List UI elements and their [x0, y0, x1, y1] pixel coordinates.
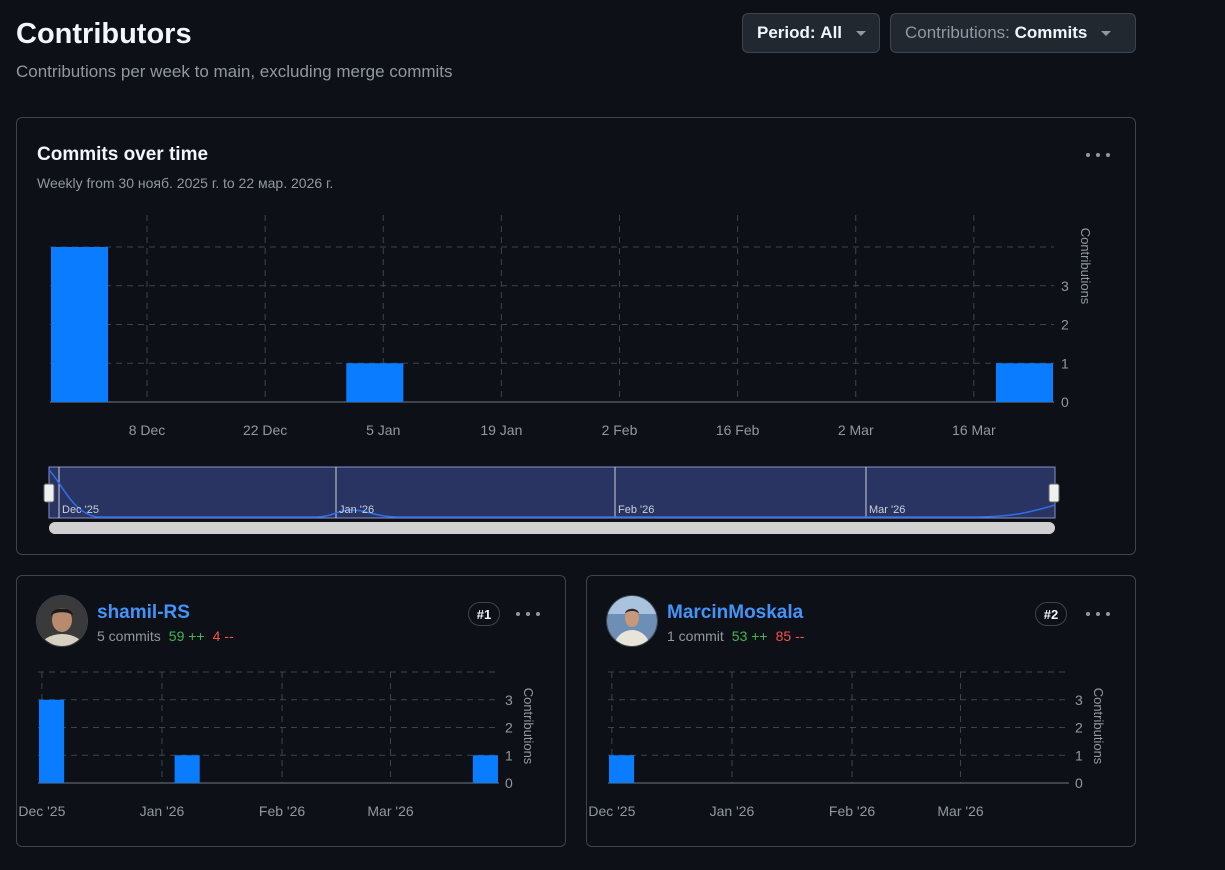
bar: [995, 363, 1053, 402]
bar: [39, 699, 65, 783]
x-tick-label: Mar '26: [937, 803, 983, 819]
y-tick-label: 0: [505, 775, 513, 791]
deletions-count: 4 --: [212, 628, 234, 644]
navigator-label: Dec '25: [62, 504, 99, 516]
bar: [609, 755, 635, 783]
y-tick-label: 1: [1075, 747, 1083, 763]
navigator-range[interactable]: [48, 466, 1056, 519]
main-chart-svg: Contributions Dec '25 Jan '26 Feb '26 Ma…: [43, 215, 1093, 534]
chevron-down-icon: [856, 30, 867, 36]
range-navigator[interactable]: Dec '25 Jan '26 Feb '26 Mar '26: [43, 466, 1060, 534]
page-title: Contributors: [16, 18, 192, 50]
additions-count: 53 ++: [731, 628, 768, 644]
commits-over-time-card: Commits over time Weekly from 30 нояб. 2…: [16, 117, 1136, 555]
y-tick-label: 2: [1075, 720, 1083, 736]
more-options-icon[interactable]: [1086, 604, 1110, 624]
page-subtitle: Contributions per week to main, excludin…: [16, 62, 453, 81]
x-tick-label: 16 Feb: [716, 422, 760, 438]
x-tick-label: Dec '25: [588, 803, 635, 819]
contributor-stats: 1 commit 53 ++ 85 --: [667, 628, 804, 644]
y-axis-title: Contributions: [1078, 228, 1093, 305]
avatar[interactable]: [606, 595, 658, 647]
navigator-right-handle[interactable]: [1048, 483, 1060, 503]
deletions-count: 85 --: [775, 628, 805, 644]
commit-count: 5 commits: [97, 628, 161, 644]
more-options-icon[interactable]: [1086, 145, 1110, 165]
additions-count: 59 ++: [168, 628, 205, 644]
x-tick-label: 19 Jan: [480, 422, 522, 438]
x-tick-label: Dec '25: [18, 803, 65, 819]
contributor-name-link[interactable]: MarcinMoskala: [667, 602, 804, 623]
x-tick-label: 8 Dec: [129, 422, 166, 438]
contributor-chart-svg: Contributions Dec '25 Jan '26 Feb '26 Mar '…: [18, 671, 536, 819]
navigator-series-line: [48, 469, 1056, 518]
y-tick-label: 1: [1061, 355, 1069, 371]
avatar[interactable]: [36, 595, 88, 647]
y-tick-label: 0: [1075, 775, 1083, 791]
navigator-label: Jan '26: [339, 504, 374, 516]
chart-subtitle: Weekly from 30 нояб. 2025 г. to 22 мар. …: [37, 175, 334, 191]
contributor-name-link[interactable]: shamil-RS: [97, 602, 190, 623]
bar: [472, 755, 498, 783]
chart-title: Commits over time: [37, 144, 209, 165]
rank-badge: #1: [468, 602, 500, 626]
contributions-label: Contributions:: [905, 23, 1010, 42]
commit-count: 1 commit: [667, 628, 724, 644]
x-tick-label: 22 Dec: [243, 422, 287, 438]
contributions-dropdown[interactable]: Contributions: Commits: [890, 13, 1136, 53]
x-tick-label: 16 Mar: [952, 422, 996, 438]
y-tick-label: 1: [505, 747, 513, 763]
y-tick-label: 3: [1075, 692, 1083, 708]
x-tick-label: Jan '26: [710, 803, 755, 819]
chevron-down-icon: [1101, 30, 1112, 36]
y-tick-label: 0: [1061, 394, 1069, 410]
navigator-left-handle[interactable]: [43, 483, 55, 503]
contributor-chart-svg: Contributions Dec '25 Jan '26 Feb '26 Mar '…: [588, 671, 1106, 819]
contributions-value: Commits: [1014, 23, 1088, 42]
navigator-label: Mar '26: [869, 504, 905, 516]
period-value: All: [820, 23, 843, 42]
y-tick-label: 3: [505, 692, 513, 708]
y-axis-title: Contributions: [1091, 688, 1106, 765]
y-tick-label: 2: [505, 720, 513, 736]
x-tick-label: 2 Feb: [602, 422, 638, 438]
rank-badge: #2: [1035, 602, 1067, 626]
contributor-card: shamil-RS 5 commits 59 ++ 4 -- #1 Contribu…: [16, 575, 566, 847]
y-tick-label: 3: [1061, 278, 1069, 294]
period-dropdown[interactable]: Period: All: [742, 13, 880, 53]
navigator-label: Feb '26: [618, 504, 654, 516]
x-tick-label: Feb '26: [829, 803, 875, 819]
x-tick-label: Jan '26: [140, 803, 185, 819]
contributor-stats: 5 commits 59 ++ 4 --: [97, 628, 234, 644]
x-tick-label: 2 Mar: [838, 422, 874, 438]
x-tick-label: Mar '26: [367, 803, 413, 819]
period-label: Period:: [757, 23, 816, 42]
contributor-card: MarcinMoskala 1 commit 53 ++ 85 -- #2 Cont…: [586, 575, 1136, 847]
x-tick-label: 5 Jan: [366, 422, 400, 438]
y-tick-label: 2: [1061, 317, 1069, 333]
more-options-icon[interactable]: [516, 604, 540, 624]
bar: [174, 755, 200, 783]
navigator-scrollbar[interactable]: [49, 522, 1055, 534]
bar: [51, 247, 109, 402]
bar: [346, 363, 404, 402]
y-axis-title: Contributions: [521, 688, 536, 765]
x-tick-label: Feb '26: [259, 803, 305, 819]
